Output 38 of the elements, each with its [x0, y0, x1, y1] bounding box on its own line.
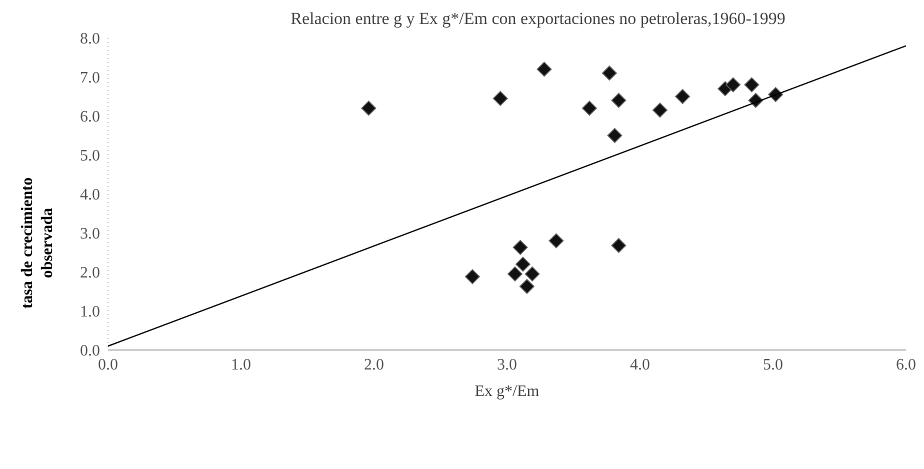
x-tick-label: 3.0 — [497, 356, 517, 374]
point — [515, 256, 530, 272]
point — [361, 100, 376, 116]
x-axis-title: Ex g*/Em — [474, 383, 540, 400]
y-tick-label: 4.0 — [80, 186, 100, 204]
point — [524, 266, 540, 282]
x-tick-label: 6.0 — [896, 356, 916, 374]
point — [512, 240, 528, 255]
point — [536, 62, 552, 77]
point — [519, 278, 534, 294]
y-tick-label: 8.0 — [80, 30, 100, 48]
x-tick-label: 4.0 — [630, 356, 650, 374]
point — [602, 66, 617, 81]
point — [492, 90, 508, 106]
y-tick-label: 5.0 — [80, 148, 100, 165]
x-tick-label: 2.0 — [364, 356, 384, 374]
point — [652, 102, 668, 118]
point — [611, 92, 626, 108]
point — [744, 77, 760, 92]
y-tick-label: 3.0 — [80, 226, 100, 243]
point — [675, 89, 690, 104]
x-tick-label: 0.0 — [98, 356, 118, 374]
point — [726, 77, 741, 92]
x-tick-label: 1.0 — [231, 356, 251, 374]
y-axis-title: tasa de crecimiento observada — [18, 176, 57, 311]
x-tick-label: 5.0 — [763, 356, 783, 374]
point — [611, 238, 626, 253]
y-tick-label: 0.0 — [80, 342, 100, 360]
point — [548, 233, 564, 248]
y-tick-label: 2.0 — [80, 264, 100, 282]
chart-title: Relacion entre g y Ex g*/Em con exportaciones no petroleras,1960-1999 — [290, 8, 786, 30]
point — [582, 100, 597, 116]
point — [607, 128, 622, 143]
y-tick-label: 1.0 — [80, 304, 100, 321]
y-tick-label: 7.0 — [80, 70, 100, 87]
point — [507, 266, 522, 282]
point — [464, 269, 480, 284]
y-tick-label: 6.0 — [80, 108, 100, 126]
